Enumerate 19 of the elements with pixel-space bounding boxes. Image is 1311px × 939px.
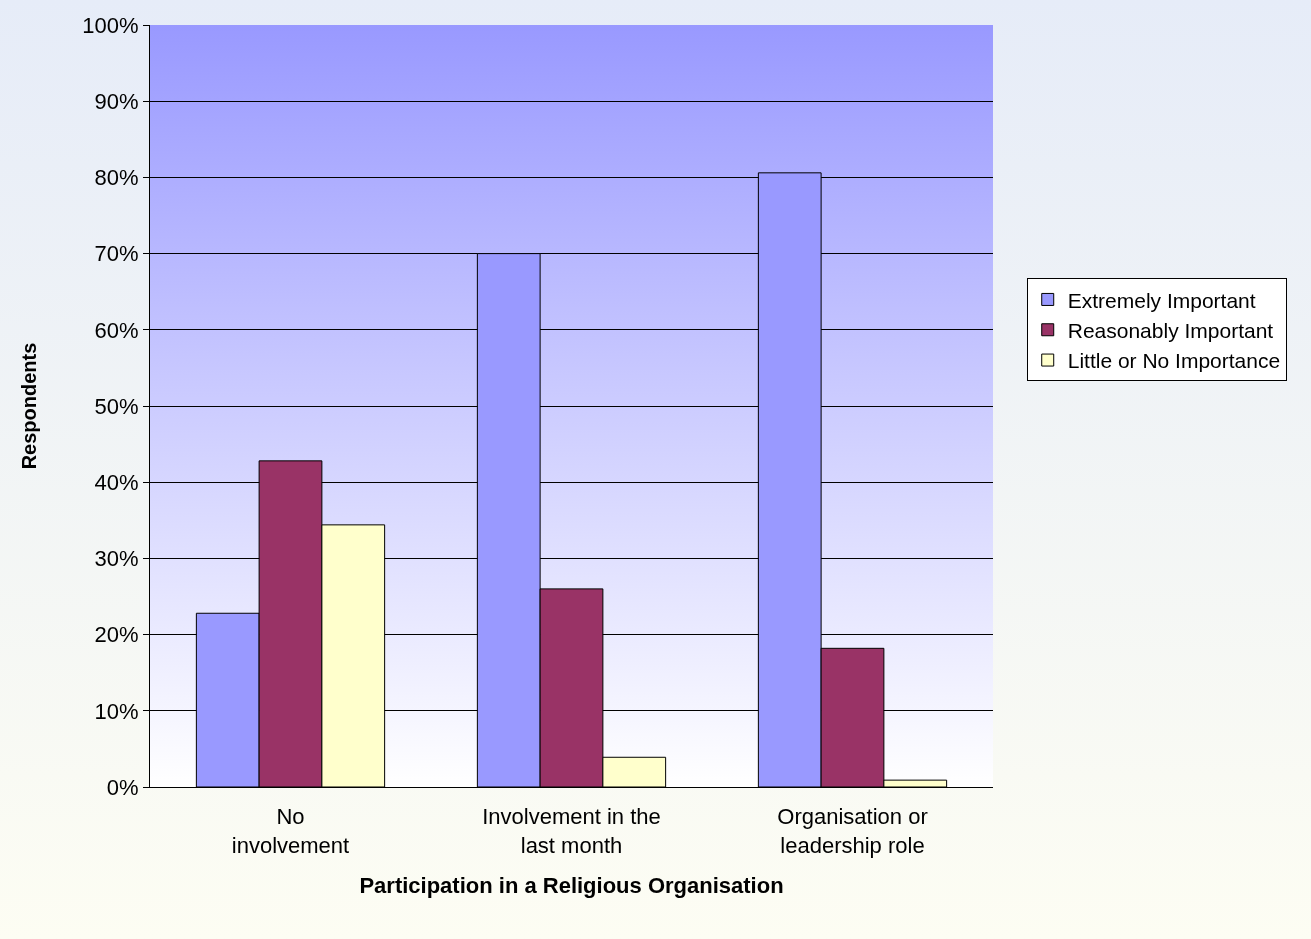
y-axis-title: Respondents [17,342,40,470]
y-tick-label: 40% [94,469,139,495]
y-tick-label: 90% [94,88,139,114]
x-tick-label: Involvement in the last month [482,804,661,858]
legend-label: Reasonably Important [1067,318,1274,342]
y-tick-label: 30% [94,546,139,572]
y-tick-label: 100% [82,12,139,38]
x-tick-label: No involvement [231,804,350,858]
y-tick-label: 0% [106,774,139,800]
y-tick-label: 20% [94,622,139,648]
legend-label: Extremely Important [1067,288,1256,312]
y-tick-label: 10% [94,698,139,724]
y-tick-label: 70% [94,241,139,267]
y-tick-label: 50% [94,393,139,419]
y-tick-label: 60% [94,317,139,343]
legend-label: Little or No Importance [1067,349,1281,373]
x-axis-title: Participation in a Religious Organisation [359,872,784,898]
x-tick-label: Organisation or leadership role [777,804,928,858]
y-tick-label: 80% [94,165,139,191]
